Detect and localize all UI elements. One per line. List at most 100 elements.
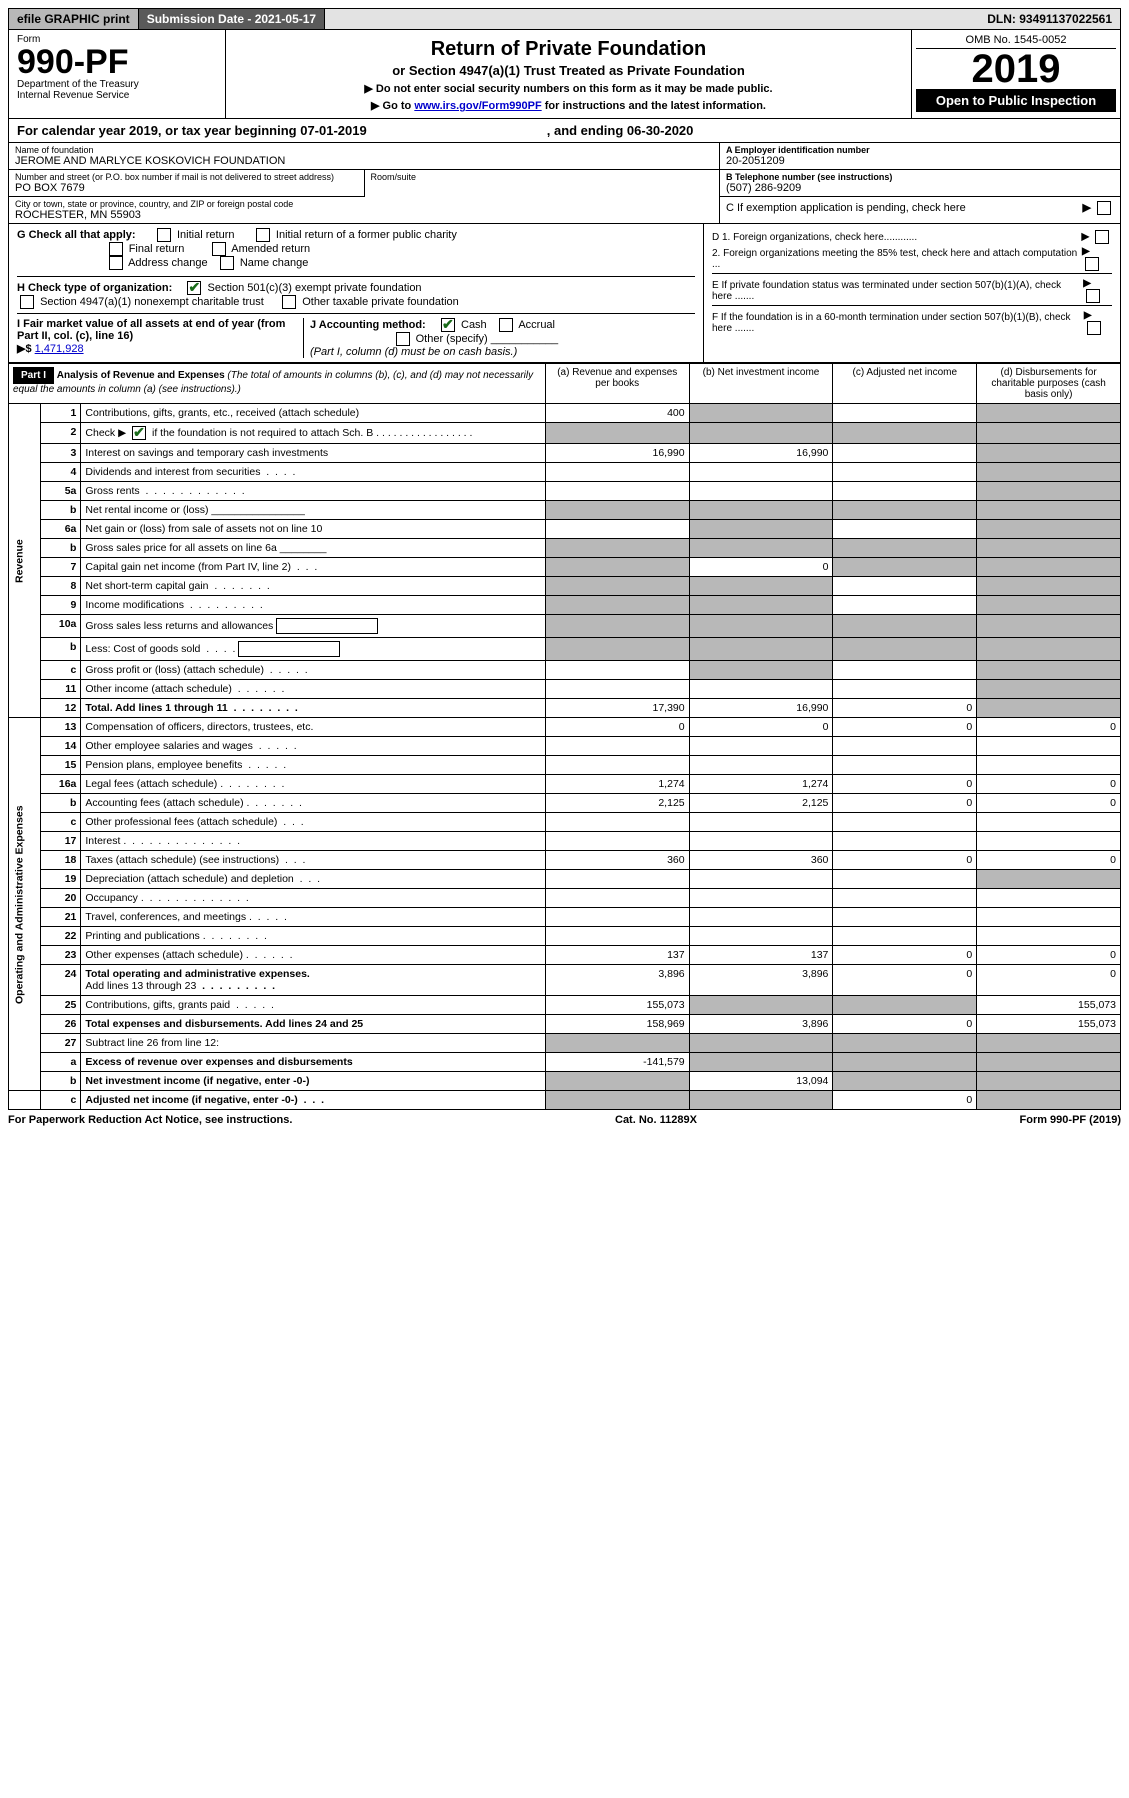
calendar-year-row: For calendar year 2019, or tax year begi… bbox=[8, 119, 1121, 143]
checkbox-initial-former[interactable] bbox=[256, 228, 270, 242]
l1-a: 400 bbox=[545, 404, 689, 423]
note-ssn: ▶ Do not enter social security numbers o… bbox=[232, 82, 905, 95]
checkbox-address-change[interactable] bbox=[109, 256, 123, 270]
line-5a: Gross rents . . . . . . . . . . . . bbox=[81, 482, 545, 501]
checkbox-initial[interactable] bbox=[157, 228, 171, 242]
l23-d: 0 bbox=[977, 946, 1121, 965]
l26-c: 0 bbox=[833, 1015, 977, 1034]
checkbox-name-change[interactable] bbox=[220, 256, 234, 270]
address: PO BOX 7679 bbox=[15, 182, 358, 194]
line-18: Taxes (attach schedule) (see instruction… bbox=[81, 851, 545, 870]
line-23: Other expenses (attach schedule) . . . .… bbox=[81, 946, 545, 965]
l16a-a: 1,274 bbox=[545, 775, 689, 794]
line-25: Contributions, gifts, grants paid . . . … bbox=[81, 996, 545, 1015]
checkbox-f[interactable] bbox=[1087, 321, 1101, 335]
j-label: J Accounting method: bbox=[310, 319, 426, 331]
l16b-c: 0 bbox=[833, 794, 977, 813]
i-label: I Fair market value of all assets at end… bbox=[17, 318, 285, 342]
top-bar: efile GRAPHIC print Submission Date - 20… bbox=[8, 8, 1121, 30]
irs-link[interactable]: www.irs.gov/Form990PF bbox=[414, 100, 541, 112]
note-link: ▶ Go to www.irs.gov/Form990PF for instru… bbox=[232, 99, 905, 112]
l7-b: 0 bbox=[689, 558, 833, 577]
phone-label: B Telephone number (see instructions) bbox=[726, 172, 1114, 182]
checkbox-4947[interactable] bbox=[20, 295, 34, 309]
part1-title: Analysis of Revenue and Expenses bbox=[57, 370, 225, 381]
foundation-name: JEROME AND MARLYCE KOSKOVICH FOUNDATION bbox=[15, 155, 713, 167]
line-13: Compensation of officers, directors, tru… bbox=[81, 718, 545, 737]
city-label: City or town, state or province, country… bbox=[15, 199, 713, 209]
name-label: Name of foundation bbox=[15, 145, 713, 155]
checkbox-other-taxable[interactable] bbox=[282, 295, 296, 309]
l24-b: 3,896 bbox=[689, 965, 833, 996]
line-21: Travel, conferences, and meetings . . . … bbox=[81, 908, 545, 927]
line-10c: Gross profit or (loss) (attach schedule)… bbox=[81, 661, 545, 680]
ein-value: 20-2051209 bbox=[726, 155, 1114, 167]
checkbox-e[interactable] bbox=[1086, 289, 1100, 303]
l13-b: 0 bbox=[689, 718, 833, 737]
l27b-b: 13,094 bbox=[689, 1072, 833, 1091]
line-27a: Excess of revenue over expenses and disb… bbox=[81, 1053, 545, 1072]
line-6a: Net gain or (loss) from sale of assets n… bbox=[81, 520, 545, 539]
form-subtitle: or Section 4947(a)(1) Trust Treated as P… bbox=[232, 63, 905, 78]
e-label: E If private foundation status was termi… bbox=[712, 280, 1083, 302]
form-title: Return of Private Foundation bbox=[232, 38, 905, 61]
checks-section: G Check all that apply: Initial return I… bbox=[8, 224, 1121, 363]
l16a-d: 0 bbox=[977, 775, 1121, 794]
g-label: G Check all that apply: bbox=[17, 229, 136, 241]
open-public: Open to Public Inspection bbox=[916, 89, 1116, 112]
checkbox-other-method[interactable] bbox=[396, 332, 410, 346]
checkbox-amended[interactable] bbox=[212, 242, 226, 256]
checkbox-schb[interactable] bbox=[132, 426, 146, 440]
exemption-pending-label: C If exemption application is pending, c… bbox=[726, 202, 966, 214]
line-14: Other employee salaries and wages . . . … bbox=[81, 737, 545, 756]
checkbox-d1[interactable] bbox=[1095, 230, 1109, 244]
l12-b: 16,990 bbox=[689, 699, 833, 718]
line-27b: Net investment income (if negative, ente… bbox=[81, 1072, 545, 1091]
dln-number: DLN: 93491137022561 bbox=[979, 9, 1120, 29]
l25-d: 155,073 bbox=[977, 996, 1121, 1015]
dept-label: Department of the Treasury bbox=[17, 79, 217, 90]
checkbox-accrual[interactable] bbox=[499, 318, 513, 332]
line-4: Dividends and interest from securities .… bbox=[81, 463, 545, 482]
l18-d: 0 bbox=[977, 851, 1121, 870]
checkbox-cash[interactable] bbox=[441, 318, 455, 332]
l24-c: 0 bbox=[833, 965, 977, 996]
part1-label: Part I bbox=[13, 367, 54, 384]
checkbox-final[interactable] bbox=[109, 242, 123, 256]
city-state-zip: ROCHESTER, MN 55903 bbox=[15, 209, 713, 221]
expenses-side-label: Operating and Administrative Expenses bbox=[9, 718, 41, 1091]
room-label: Room/suite bbox=[371, 172, 714, 182]
line-6b: Gross sales price for all assets on line… bbox=[81, 539, 545, 558]
h-label: H Check type of organization: bbox=[17, 282, 172, 294]
efile-label[interactable]: efile GRAPHIC print bbox=[9, 9, 139, 29]
line-19: Depreciation (attach schedule) and deple… bbox=[81, 870, 545, 889]
l13-c: 0 bbox=[833, 718, 977, 737]
col-d-header: (d) Disbursements for charitable purpose… bbox=[977, 364, 1121, 404]
entity-info: Name of foundation JEROME AND MARLYCE KO… bbox=[8, 143, 1121, 224]
col-c-header: (c) Adjusted net income bbox=[833, 364, 977, 404]
l16b-d: 0 bbox=[977, 794, 1121, 813]
line-17: Interest . . . . . . . . . . . . . . bbox=[81, 832, 545, 851]
checkbox-c[interactable] bbox=[1097, 201, 1111, 215]
checkbox-d2[interactable] bbox=[1085, 257, 1099, 271]
l16a-c: 0 bbox=[833, 775, 977, 794]
l25-a: 155,073 bbox=[545, 996, 689, 1015]
l18-b: 360 bbox=[689, 851, 833, 870]
l27c-c: 0 bbox=[833, 1091, 977, 1110]
l26-b: 3,896 bbox=[689, 1015, 833, 1034]
checkbox-501c3[interactable] bbox=[187, 281, 201, 295]
line-22: Printing and publications . . . . . . . … bbox=[81, 927, 545, 946]
l16b-b: 2,125 bbox=[689, 794, 833, 813]
line-27: Subtract line 26 from line 12: bbox=[81, 1034, 545, 1053]
l23-c: 0 bbox=[833, 946, 977, 965]
line-27c: Adjusted net income (if negative, enter … bbox=[81, 1091, 545, 1110]
fmv-value[interactable]: 1,471,928 bbox=[35, 343, 84, 355]
line-12: Total. Add lines 1 through 11 . . . . . … bbox=[81, 699, 545, 718]
line-3: Interest on savings and temporary cash i… bbox=[81, 444, 545, 463]
col-b-header: (b) Net investment income bbox=[689, 364, 833, 404]
l16b-a: 2,125 bbox=[545, 794, 689, 813]
phone-value: (507) 286-9209 bbox=[726, 182, 1114, 194]
part1-table: Part I Analysis of Revenue and Expenses … bbox=[8, 363, 1121, 1110]
f-label: F If the foundation is in a 60-month ter… bbox=[712, 312, 1084, 334]
line-15: Pension plans, employee benefits . . . .… bbox=[81, 756, 545, 775]
